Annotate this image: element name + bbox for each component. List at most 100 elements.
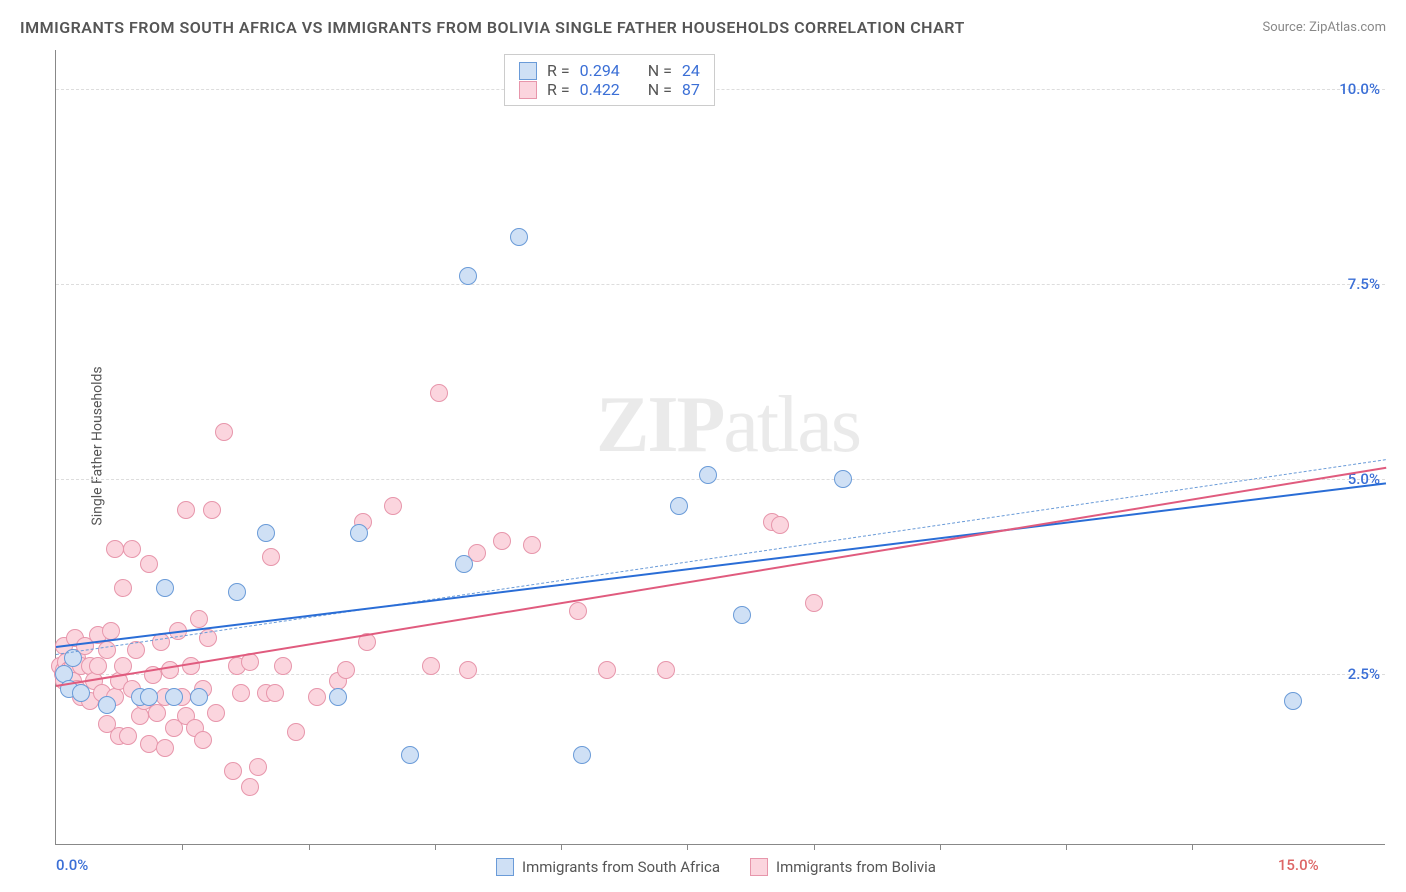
- data-point: [266, 684, 284, 702]
- x-tick-minor: [814, 844, 815, 850]
- data-point: [114, 579, 132, 597]
- y-tick-label: 7.5%: [1348, 275, 1380, 293]
- data-point: [699, 466, 717, 484]
- data-point: [140, 555, 158, 573]
- x-tick-minor: [1192, 844, 1193, 850]
- data-point: [455, 555, 473, 573]
- data-point: [401, 746, 419, 764]
- data-point: [232, 684, 250, 702]
- watermark: ZIPatlas: [596, 380, 860, 471]
- data-point: [89, 657, 107, 675]
- watermark-rest: atlas: [723, 381, 860, 469]
- trend-line-dashed: [56, 459, 1386, 655]
- data-point: [72, 684, 90, 702]
- data-point: [102, 622, 120, 640]
- data-point: [308, 688, 326, 706]
- stat-n-label: N =: [648, 80, 672, 99]
- stats-row: R = 0.422 N = 87: [519, 80, 700, 99]
- data-point: [337, 661, 355, 679]
- chart-title: IMMIGRANTS FROM SOUTH AFRICA VS IMMIGRAN…: [20, 18, 965, 37]
- data-point: [203, 501, 221, 519]
- bottom-legend: Immigrants from South Africa Immigrants f…: [496, 858, 936, 876]
- data-point: [1284, 692, 1302, 710]
- data-point: [384, 497, 402, 515]
- x-tick-minor: [561, 844, 562, 850]
- trend-line: [56, 467, 1386, 687]
- stat-n-label: N =: [648, 61, 672, 80]
- data-point: [161, 661, 179, 679]
- data-point: [733, 606, 751, 624]
- data-point: [350, 524, 368, 542]
- data-point: [156, 579, 174, 597]
- data-point: [190, 610, 208, 628]
- data-point: [148, 704, 166, 722]
- legend-label: Immigrants from Bolivia: [776, 858, 936, 876]
- trend-line: [56, 483, 1386, 649]
- scatter-plot: ZIPatlas 2.5%5.0%7.5%10.0%0.0%15.0%R = 0…: [55, 50, 1385, 845]
- data-point: [805, 594, 823, 612]
- data-point: [98, 641, 116, 659]
- stat-r-label: R =: [547, 61, 570, 80]
- data-point: [131, 707, 149, 725]
- legend-swatch: [519, 81, 537, 99]
- legend-item: Immigrants from South Africa: [496, 858, 720, 876]
- data-point: [510, 228, 528, 246]
- legend-item: Immigrants from Bolivia: [750, 858, 936, 876]
- data-point: [194, 731, 212, 749]
- stat-r-value: 0.422: [580, 80, 620, 99]
- data-point: [228, 583, 246, 601]
- data-point: [523, 536, 541, 554]
- data-point: [156, 739, 174, 757]
- data-point: [573, 746, 591, 764]
- data-point: [140, 688, 158, 706]
- data-point: [834, 470, 852, 488]
- x-tick-label: 0.0%: [56, 856, 88, 874]
- legend-swatch: [496, 858, 514, 876]
- gridline-h: [56, 479, 1385, 480]
- data-point: [598, 661, 616, 679]
- data-point: [190, 688, 208, 706]
- data-point: [215, 423, 233, 441]
- data-point: [165, 688, 183, 706]
- data-point: [140, 735, 158, 753]
- x-tick-minor: [309, 844, 310, 850]
- data-point: [177, 501, 195, 519]
- data-point: [119, 727, 137, 745]
- gridline-h: [56, 674, 1385, 675]
- data-point: [224, 762, 242, 780]
- x-tick-minor: [687, 844, 688, 850]
- data-point: [657, 661, 675, 679]
- data-point: [493, 532, 511, 550]
- data-point: [459, 661, 477, 679]
- gridline-h: [56, 284, 1385, 285]
- data-point: [249, 758, 267, 776]
- data-point: [106, 540, 124, 558]
- data-point: [329, 688, 347, 706]
- data-point: [459, 267, 477, 285]
- watermark-bold: ZIP: [596, 381, 723, 469]
- data-point: [241, 778, 259, 796]
- x-tick-minor: [435, 844, 436, 850]
- x-tick-minor: [182, 844, 183, 850]
- y-tick-label: 10.0%: [1339, 80, 1380, 98]
- data-point: [670, 497, 688, 515]
- data-point: [262, 548, 280, 566]
- source-label: Source: ZipAtlas.com: [1262, 20, 1386, 35]
- data-point: [98, 696, 116, 714]
- gridline-h: [56, 89, 1385, 90]
- legend-swatch: [519, 62, 537, 80]
- stat-r-label: R =: [547, 80, 570, 99]
- x-tick-label: 15.0%: [1278, 856, 1319, 874]
- data-point: [422, 657, 440, 675]
- data-point: [152, 633, 170, 651]
- data-point: [207, 704, 225, 722]
- data-point: [287, 723, 305, 741]
- x-tick-minor: [1066, 844, 1067, 850]
- x-tick-minor: [940, 844, 941, 850]
- stat-n-value: 24: [682, 61, 700, 80]
- stat-r-value: 0.294: [580, 61, 620, 80]
- legend-swatch: [750, 858, 768, 876]
- data-point: [771, 516, 789, 534]
- data-point: [430, 384, 448, 402]
- data-point: [569, 602, 587, 620]
